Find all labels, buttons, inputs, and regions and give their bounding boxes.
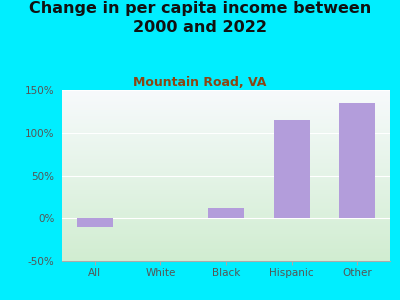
- Bar: [208, 208, 244, 218]
- Text: Mountain Road, VA: Mountain Road, VA: [133, 76, 267, 89]
- Bar: [77, 218, 113, 227]
- Bar: [274, 120, 310, 218]
- Text: Change in per capita income between
2000 and 2022: Change in per capita income between 2000…: [29, 2, 371, 35]
- Bar: [339, 103, 375, 218]
